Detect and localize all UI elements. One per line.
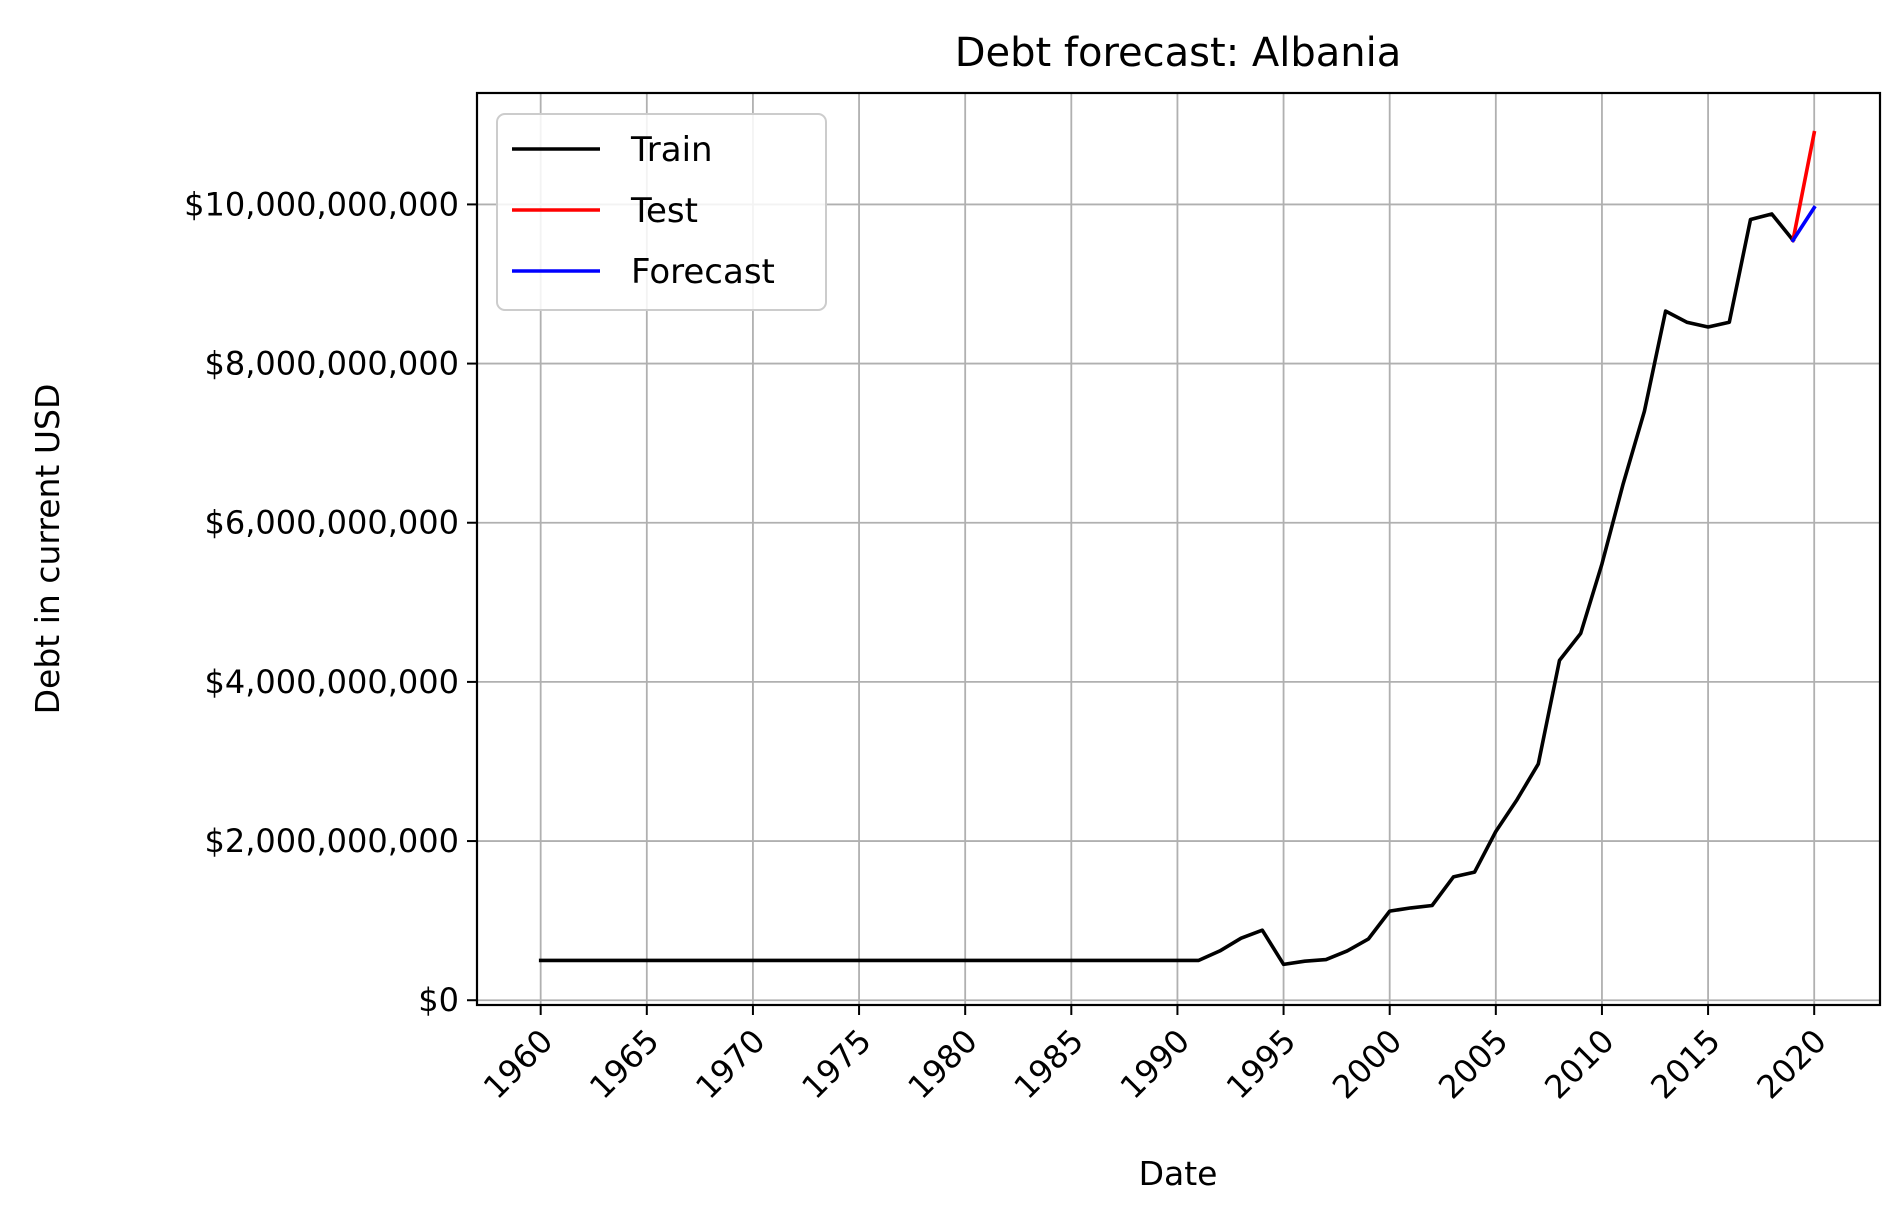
y-tick-label: $6,000,000,000 xyxy=(205,504,459,542)
y-tick-label: $8,000,000,000 xyxy=(205,345,459,383)
y-tick-label: $0 xyxy=(418,981,459,1019)
series-line-forecast xyxy=(1790,205,1817,243)
legend: Train Test Forecast xyxy=(496,113,827,311)
y-tick-label: $4,000,000,000 xyxy=(205,663,459,701)
series-line-test xyxy=(1790,130,1817,243)
y-tick-label: $2,000,000,000 xyxy=(205,822,459,860)
y-tick-label: $10,000,000,000 xyxy=(184,185,459,223)
y-axis-label: Debt in current USD xyxy=(28,384,67,715)
series-line-train xyxy=(538,212,1796,967)
series-lines xyxy=(538,130,1817,967)
legend-label-train: Train xyxy=(630,130,713,170)
x-axis-label: Date xyxy=(1139,1154,1218,1193)
y-axis-ticks: $0 $2,000,000,000 $4,000,000,000 $6,000,000… xyxy=(184,185,477,1019)
legend-box xyxy=(496,113,827,311)
legend-entries: Train Test Forecast xyxy=(512,130,775,292)
legend-label-forecast: Forecast xyxy=(631,252,775,292)
legend-label-test: Test xyxy=(630,191,698,231)
plot-frame xyxy=(475,91,1882,1007)
chart-title: Debt forecast: Albania xyxy=(955,30,1402,76)
